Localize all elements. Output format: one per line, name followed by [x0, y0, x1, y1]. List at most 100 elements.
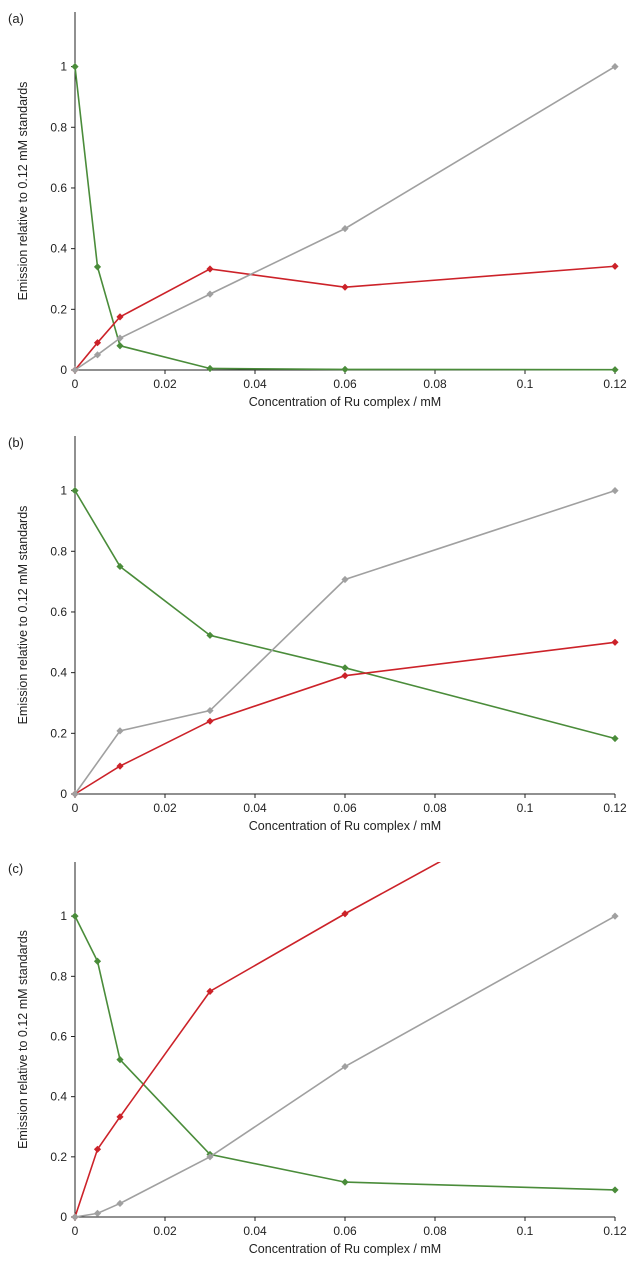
series-line — [74, 915, 616, 1191]
series-line — [74, 265, 616, 371]
x-axis-title: Concentration of Ru complex / mM — [249, 819, 441, 833]
series-group — [71, 487, 619, 798]
data-point — [341, 575, 349, 584]
x-tick-label: 0.04 — [243, 377, 267, 391]
x-tick-label: 0.02 — [153, 1224, 177, 1238]
data-point — [206, 265, 214, 273]
data-point — [341, 910, 349, 918]
data-point — [116, 762, 124, 770]
y-tick-label: 0.6 — [50, 1029, 67, 1043]
data-point — [206, 717, 214, 725]
x-tick-label: 0.12 — [603, 1224, 627, 1238]
x-tick-label: 0.08 — [423, 801, 447, 815]
data-point — [116, 1199, 124, 1208]
y-tick-label: 1 — [60, 484, 67, 498]
x-tick-label: 0.04 — [243, 801, 267, 815]
data-point — [93, 957, 102, 965]
data-point — [341, 1062, 349, 1071]
data-point — [341, 225, 349, 233]
data-point — [206, 987, 214, 995]
data-point — [116, 313, 124, 321]
x-tick-label: 0 — [72, 1224, 79, 1238]
panel-label: (a) — [8, 11, 24, 26]
y-tick-label: 0.8 — [50, 120, 67, 134]
y-tick-label: 0.4 — [50, 666, 67, 680]
panel-label: (c) — [8, 861, 23, 876]
data-point — [71, 366, 79, 374]
x-tick-label: 0.1 — [517, 377, 534, 391]
series-group — [71, 63, 619, 374]
chart-panel: 0 0.2 0.4 0.6 0.8 1 0 0.02 0.04 0.06 0.08 0.1 0.12 Co… — [8, 861, 627, 1256]
x-tick-label: 0.02 — [153, 801, 177, 815]
data-point — [71, 487, 79, 495]
data-point — [206, 290, 214, 298]
data-point — [93, 339, 102, 347]
data-point — [611, 1186, 619, 1194]
data-point — [206, 1153, 214, 1161]
x-tick-label: 0.08 — [423, 1224, 447, 1238]
y-tick-label: 0.2 — [50, 1150, 67, 1164]
y-tick-label: 0 — [60, 787, 67, 801]
data-point — [206, 364, 214, 373]
data-point — [206, 631, 214, 639]
x-tick-label: 0.06 — [333, 377, 357, 391]
y-tick-label: 0.8 — [50, 544, 67, 558]
data-point — [116, 1056, 124, 1064]
y-axis-title: Emission relative to 0.12 mM standards — [16, 930, 30, 1149]
data-point — [116, 727, 124, 735]
chart-panel: 0 0.2 0.4 0.6 0.8 1 0 0.02 0.04 0.06 0.08 0.1 0.12 Co… — [8, 11, 627, 409]
data-point — [116, 1113, 124, 1121]
data-point — [611, 734, 619, 743]
data-point — [341, 283, 349, 291]
data-point — [71, 63, 79, 71]
y-tick-label: 0.2 — [50, 302, 67, 316]
series-line — [74, 65, 616, 371]
x-tick-label: 0.06 — [333, 801, 357, 815]
data-point — [116, 562, 124, 571]
series-line — [74, 490, 616, 740]
x-axis-title: Concentration of Ru complex / mM — [249, 1242, 441, 1256]
x-tick-label: 0.12 — [603, 377, 627, 391]
data-point — [611, 487, 619, 495]
x-tick-label: 0.04 — [243, 1224, 267, 1238]
data-point — [93, 351, 102, 359]
series-line — [74, 66, 616, 371]
series-group — [71, 862, 619, 1221]
data-point — [116, 342, 124, 350]
x-tick-label: 0.12 — [603, 801, 627, 815]
x-tick-label: 0.1 — [517, 1224, 534, 1238]
data-point — [93, 263, 102, 271]
data-point — [71, 912, 79, 920]
data-point — [611, 366, 619, 374]
data-point — [71, 1213, 79, 1221]
chart-panel: 0 0.2 0.4 0.6 0.8 1 0 0.02 0.04 0.06 0.08 0.1 0.12 Co… — [8, 435, 627, 833]
x-tick-label: 0 — [72, 801, 79, 815]
panel-label: (b) — [8, 435, 24, 450]
y-tick-label: 0.6 — [50, 605, 67, 619]
x-tick-label: 0.1 — [517, 801, 534, 815]
x-axis-title: Concentration of Ru complex / mM — [249, 395, 441, 409]
y-tick-label: 0 — [60, 363, 67, 377]
y-axis-title: Emission relative to 0.12 mM standards — [16, 82, 30, 301]
data-point — [341, 664, 349, 672]
series-line — [74, 862, 442, 1218]
data-point — [611, 63, 619, 71]
y-tick-label: 0.4 — [50, 1090, 67, 1104]
y-tick-label: 1 — [60, 909, 67, 923]
data-point — [93, 1209, 102, 1217]
data-point — [71, 790, 79, 798]
data-point — [611, 638, 619, 646]
data-point — [341, 365, 349, 373]
data-point — [341, 672, 349, 680]
y-tick-label: 0.8 — [50, 969, 67, 983]
y-tick-label: 1 — [60, 60, 67, 74]
data-point — [611, 912, 619, 920]
y-tick-label: 0.2 — [50, 726, 67, 740]
x-tick-label: 0.08 — [423, 377, 447, 391]
x-tick-label: 0.06 — [333, 1224, 357, 1238]
data-point — [341, 1178, 349, 1186]
data-point — [93, 1145, 102, 1153]
data-point — [611, 262, 619, 270]
y-tick-label: 0.6 — [50, 181, 67, 195]
